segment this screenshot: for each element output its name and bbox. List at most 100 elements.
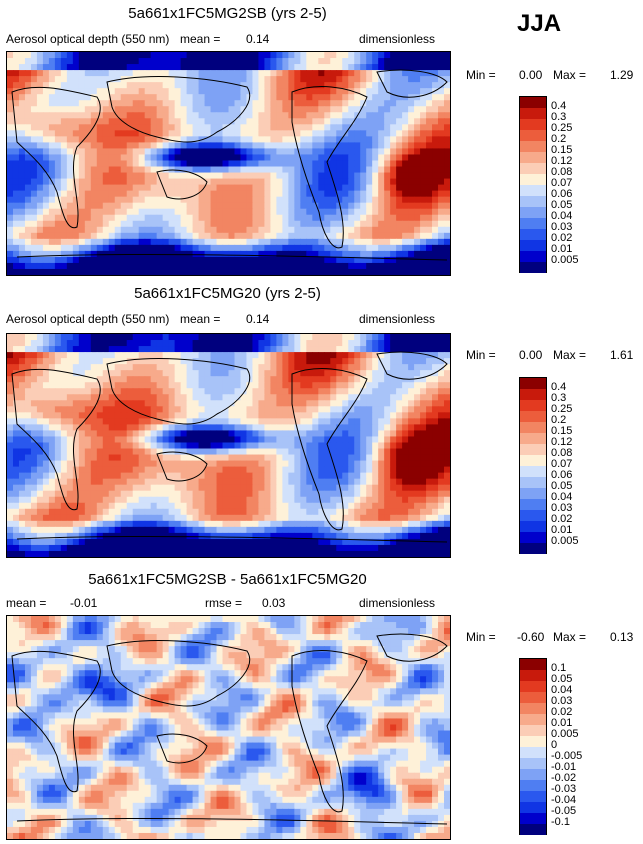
field-cell	[150, 478, 158, 486]
field-cell	[240, 226, 248, 234]
field-cell	[12, 106, 20, 113]
field-cell	[234, 388, 242, 395]
field-cell	[396, 334, 403, 341]
field-cell	[180, 472, 188, 480]
field-cell	[186, 178, 194, 186]
field-cell	[156, 436, 164, 444]
field-cell	[258, 256, 266, 264]
field-cell	[252, 88, 260, 95]
field-cell	[336, 442, 343, 450]
field-cell	[246, 430, 254, 438]
field-cell	[228, 214, 236, 222]
field-cell	[174, 52, 182, 59]
field-cell	[126, 394, 134, 401]
field-cell	[228, 64, 236, 71]
field-cell	[264, 484, 272, 492]
field-cell	[72, 430, 80, 438]
field-cell	[270, 250, 277, 258]
field-cell	[132, 118, 140, 125]
field-cell	[348, 190, 355, 198]
field-cell	[66, 184, 74, 192]
field-cell	[222, 88, 230, 95]
field-cell	[360, 472, 367, 480]
field-cell	[360, 502, 367, 510]
field-cell	[240, 118, 248, 125]
field-cell	[216, 256, 224, 264]
field-cell	[90, 466, 98, 474]
field-cell	[366, 490, 373, 498]
field-cell	[348, 196, 355, 204]
field-cell	[72, 502, 80, 510]
field-cell	[258, 388, 266, 395]
field-cell	[156, 340, 164, 347]
field-cell	[168, 52, 176, 59]
coastline	[291, 86, 368, 249]
field-cell	[228, 442, 236, 450]
field-cell	[204, 334, 212, 341]
field-cell	[324, 256, 331, 264]
field-cell	[138, 76, 146, 83]
field-cell	[138, 88, 146, 95]
field-cell	[384, 340, 391, 347]
field-cell	[336, 58, 343, 65]
field-cell	[318, 256, 325, 264]
field-cell	[168, 262, 176, 270]
field-cell	[96, 148, 104, 156]
field-cell	[7, 100, 14, 107]
field-cell	[144, 82, 152, 89]
field-cell	[30, 160, 38, 168]
field-cell	[180, 424, 188, 432]
field-cell	[246, 484, 254, 492]
field-cell	[12, 388, 20, 395]
field-cell	[420, 208, 427, 216]
field-cell	[270, 442, 277, 450]
field-cell	[132, 208, 140, 216]
field-cell	[102, 166, 110, 174]
field-cell	[246, 406, 254, 413]
field-cell	[264, 424, 272, 432]
field-cell	[432, 388, 439, 395]
field-cell	[300, 460, 307, 468]
field-cell	[420, 388, 427, 395]
field-cell	[306, 394, 313, 401]
field-cell	[384, 334, 391, 341]
field-cell	[216, 412, 224, 419]
field-cell	[258, 100, 266, 107]
field-cell	[276, 106, 283, 113]
field-cell	[126, 106, 134, 113]
field-cell	[42, 454, 50, 462]
field-cell	[144, 352, 152, 359]
field-cell	[30, 472, 38, 480]
field-cell	[7, 472, 14, 480]
field-cell	[198, 490, 206, 498]
field-cell	[96, 436, 104, 444]
field-cell	[408, 52, 415, 59]
field-cell	[150, 208, 158, 216]
field-cell	[354, 100, 361, 107]
field-cell	[228, 250, 236, 258]
field-cell	[432, 244, 439, 252]
field-cell	[276, 178, 283, 186]
field-cell	[210, 478, 218, 486]
field-cell	[120, 508, 128, 516]
field-cell	[144, 64, 152, 71]
field-cell	[318, 346, 325, 353]
field-cell	[180, 388, 188, 395]
field-cell	[426, 88, 433, 95]
field-cell	[102, 196, 110, 204]
colorbar-segment	[520, 151, 546, 164]
field-cell	[294, 256, 301, 264]
field-cell	[258, 268, 266, 275]
field-cell	[300, 268, 307, 275]
field-cell	[198, 448, 206, 456]
field-cell	[360, 82, 367, 89]
field-cell	[384, 484, 391, 492]
field-cell	[210, 184, 218, 192]
field-cell	[288, 130, 295, 137]
field-cell	[168, 136, 176, 144]
field-cell	[444, 418, 450, 426]
field-cell	[120, 454, 128, 462]
field-cell	[402, 214, 409, 222]
field-cell	[144, 364, 152, 371]
field-cell	[12, 460, 20, 468]
